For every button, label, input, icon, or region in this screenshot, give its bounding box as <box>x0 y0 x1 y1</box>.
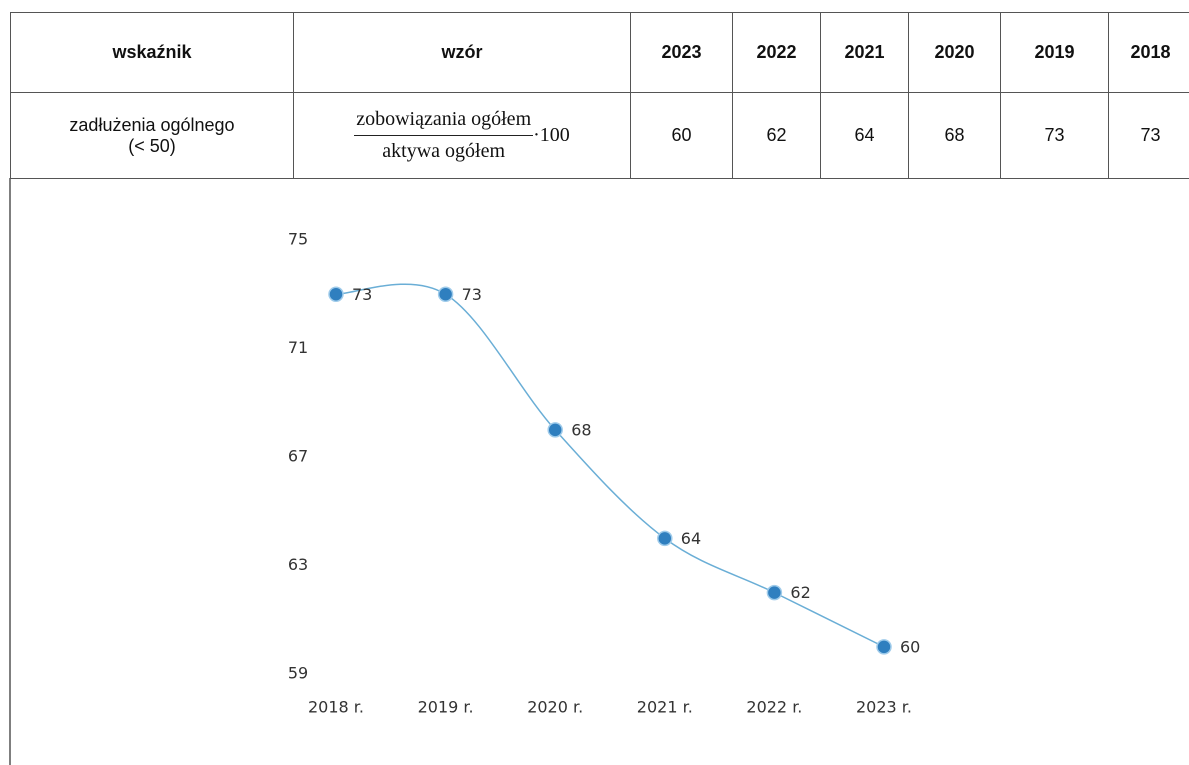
y-tick-label: 63 <box>288 555 308 574</box>
data-row: zadłużenia ogólnego (< 50) zobowiązania o… <box>10 92 1189 179</box>
value-cell: 62 <box>732 92 821 179</box>
data-label: 60 <box>900 637 920 656</box>
y-tick-label: 71 <box>288 338 308 357</box>
x-tick-label: 2018 r. <box>308 698 364 717</box>
x-tick-label: 2021 r. <box>637 698 693 717</box>
x-tick-label: 2023 r. <box>856 698 912 717</box>
data-label: 68 <box>571 420 591 439</box>
multiplier: ·100 <box>533 124 570 146</box>
header-cell: 2023 <box>630 12 733 93</box>
label-line: (< 50) <box>128 135 176 156</box>
y-tick-label: 75 <box>288 230 308 249</box>
value-cell: 68 <box>908 92 1001 179</box>
header-row: wskaźnik wzór 2023 2022 2021 2020 2019 2018 <box>10 12 1189 93</box>
x-tick-label: 2022 r. <box>746 698 802 717</box>
marker <box>437 286 454 302</box>
marker <box>876 639 892 655</box>
value-cell: 73 <box>1000 92 1109 179</box>
header-cell: wzór <box>293 12 631 93</box>
data-label: 62 <box>790 583 810 602</box>
marker <box>766 584 783 601</box>
indicator: zadłużenia ogólnego (< 50) <box>10 92 294 179</box>
ratio-table: wskaźnik wzór 2023 2022 2021 2020 2019 2018 zad… <box>10 12 1189 179</box>
data-label: 64 <box>681 529 701 548</box>
label-line: zadłużenia ogólnego <box>69 114 235 135</box>
value-cell: 64 <box>820 92 909 179</box>
value-cell: 73 <box>1108 92 1189 179</box>
header-cell: 2022 <box>732 12 821 93</box>
data-label: 73 <box>462 285 482 304</box>
marker <box>657 530 673 547</box>
denominator: aktywa ogółem <box>382 140 506 162</box>
numerator: zobowiązania ogółem <box>354 108 534 136</box>
x-tick-label: 2019 r. <box>418 698 474 717</box>
y-tick-label: 67 <box>288 447 308 466</box>
marker <box>547 422 563 438</box>
data-label: 73 <box>352 285 372 304</box>
header-cell: 2020 <box>908 12 1001 93</box>
header-cell: 2019 <box>1000 12 1109 93</box>
formula: zobowiązania ogółem aktywa ogółem ·100 <box>293 92 631 179</box>
value-cell: 60 <box>630 92 733 179</box>
x-tick-label: 2020 r. <box>527 698 583 717</box>
header-cell: 2018 <box>1108 12 1189 93</box>
y-tick-label: 59 <box>288 664 308 683</box>
marker <box>328 286 344 302</box>
header-cell: wskaźnik <box>10 12 294 93</box>
header-cell: 2021 <box>820 12 909 93</box>
